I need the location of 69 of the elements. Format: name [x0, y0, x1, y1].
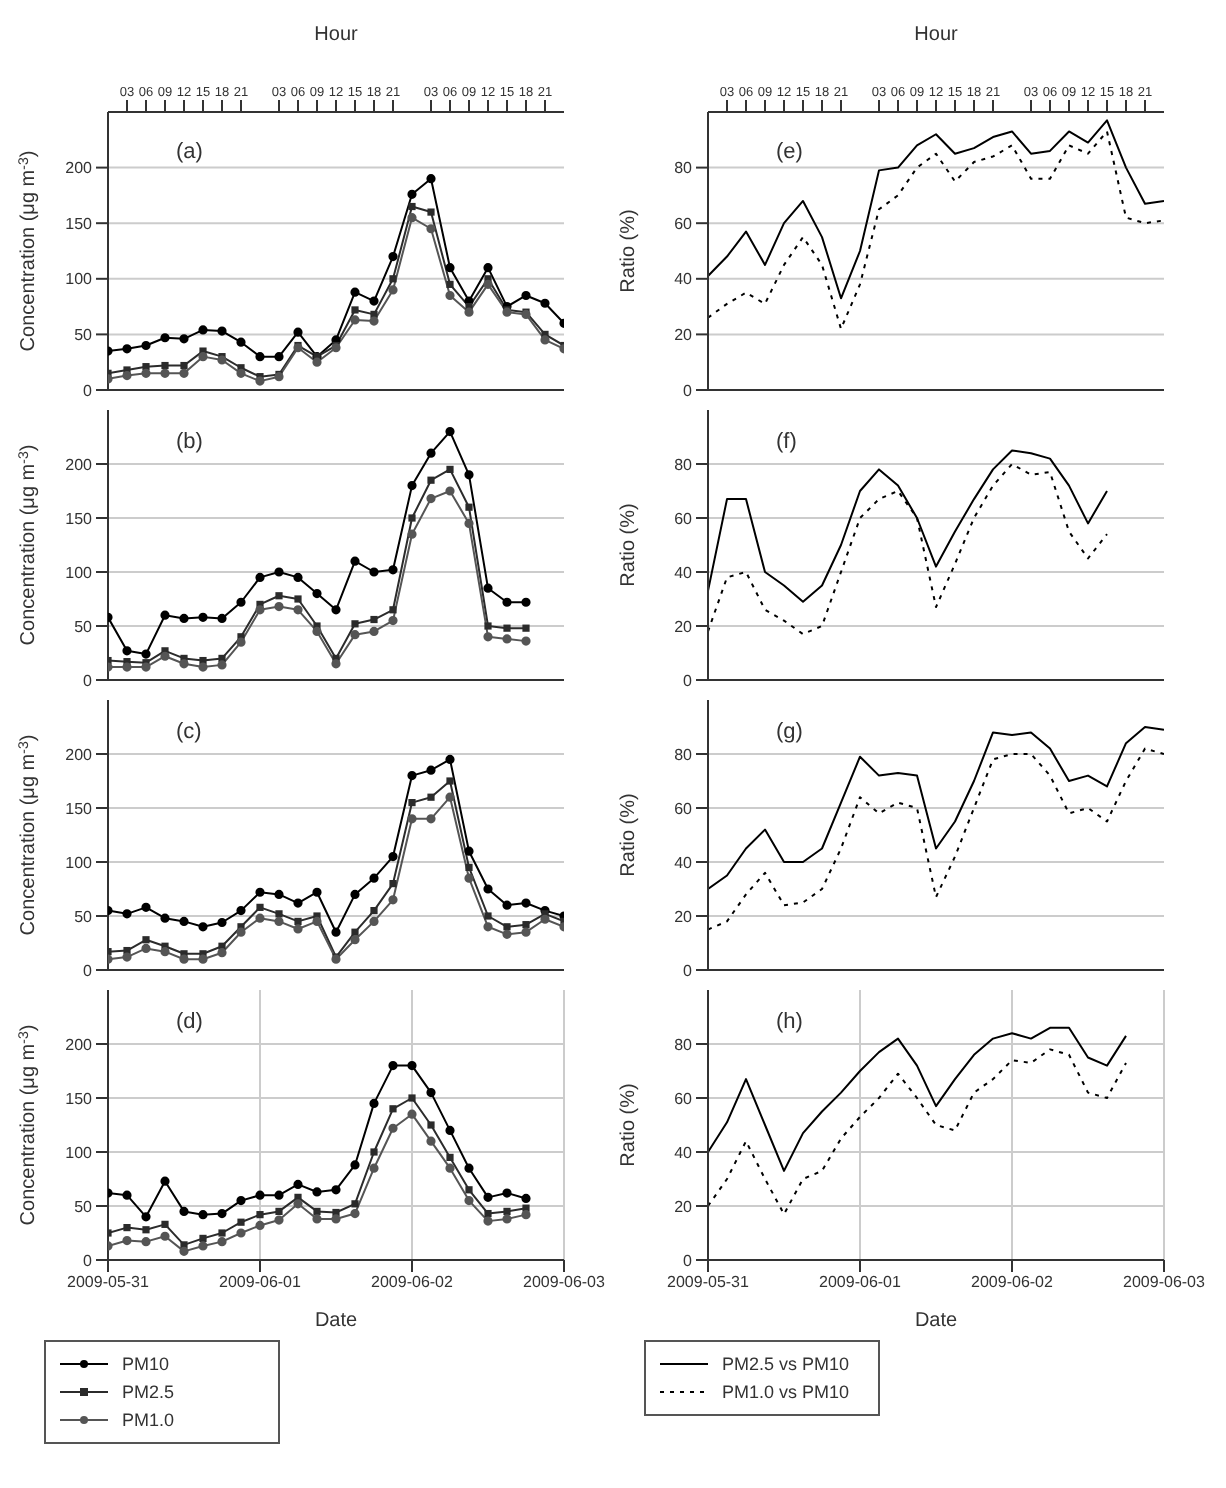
- y-tick-label: 20: [674, 617, 694, 636]
- y-tick-label: 200: [65, 159, 94, 178]
- annotation: (d): [176, 1010, 203, 1034]
- y-tick-label: 150: [65, 509, 94, 528]
- y-tick-label: 60: [674, 214, 694, 233]
- y-tick-label: 0: [683, 961, 694, 980]
- legend-label: PM2.5: [122, 1382, 175, 1402]
- y-tick-label: 150: [65, 799, 94, 818]
- x-tick-label: 2009-06-03: [1123, 1273, 1207, 1292]
- y-tick-label: 80: [674, 745, 694, 764]
- y-tick-label: 0: [683, 671, 694, 690]
- x2-axis-title: Hour: [914, 24, 959, 47]
- y-tick-label: 150: [65, 214, 94, 233]
- annotation: (f): [776, 430, 797, 454]
- y-tick-label: 20: [674, 907, 694, 926]
- x-tick-label: 2009-05-31: [67, 1273, 151, 1292]
- y-tick-label: 20: [674, 326, 694, 345]
- legend-label: PM10: [122, 1354, 170, 1374]
- x-axis-title: Date: [914, 1310, 958, 1332]
- x-tick-label: 2009-06-02: [971, 1273, 1055, 1292]
- annotation: (g): [776, 720, 803, 744]
- y-tick-label: 100: [65, 1143, 94, 1162]
- y-axis-title: Ratio (%): [618, 793, 640, 877]
- y-tick-label: 50: [74, 1197, 94, 1216]
- y-tick-label: 200: [65, 1035, 94, 1054]
- y-tick-label: 150: [65, 1089, 94, 1108]
- legend-label: PM2.5 vs PM10: [722, 1354, 850, 1374]
- y-tick-label: 0: [83, 961, 94, 980]
- y-tick-label: 100: [65, 270, 94, 289]
- annotation: (e): [776, 140, 803, 164]
- y-tick-label: 50: [74, 326, 94, 345]
- y-tick-label: 80: [674, 455, 694, 474]
- x-tick-label: 2009-06-01: [219, 1273, 303, 1292]
- y-tick-label: 200: [65, 745, 94, 764]
- annotation: (h): [776, 1010, 803, 1034]
- y-tick-label: 60: [674, 509, 694, 528]
- y-tick-label: 0: [683, 1251, 694, 1270]
- y-tick-label: 40: [674, 270, 694, 289]
- y-axis-title: Ratio (%): [618, 503, 640, 587]
- legend-label: PM1.0 vs PM10: [722, 1382, 850, 1402]
- y-tick-label: 60: [674, 799, 694, 818]
- x-axis-title: Date: [314, 1310, 358, 1332]
- y-tick-label: 80: [674, 1035, 694, 1054]
- x2-axis-title: Hour: [314, 24, 359, 47]
- x-tick-label: 2009-06-02: [371, 1273, 455, 1292]
- y-axis-title: Ratio (%): [618, 209, 640, 293]
- y-tick-label: 100: [65, 563, 94, 582]
- y-tick-label: 20: [674, 1197, 694, 1216]
- y-tick-label: 0: [83, 381, 94, 400]
- y-tick-label: 50: [74, 617, 94, 636]
- annotation: (a): [176, 140, 203, 164]
- x-tick-label: 2009-06-01: [819, 1273, 903, 1292]
- x-tick-label: 2009-06-03: [523, 1273, 607, 1292]
- y-tick-label: 50: [74, 907, 94, 926]
- y-tick-label: 0: [83, 1251, 94, 1270]
- y-tick-label: 40: [674, 1143, 694, 1162]
- annotation: (b): [176, 430, 203, 454]
- y-tick-label: 0: [83, 671, 94, 690]
- y-tick-label: 200: [65, 455, 94, 474]
- y-axis-title: Ratio (%): [618, 1083, 640, 1167]
- y-tick-label: 40: [674, 563, 694, 582]
- y-tick-label: 0: [683, 381, 694, 400]
- x-tick-label: 2009-05-31: [667, 1273, 751, 1292]
- y-tick-label: 40: [674, 853, 694, 872]
- legend-label: PM1.0: [122, 1410, 175, 1430]
- annotation: (c): [176, 720, 202, 744]
- y-tick-label: 60: [674, 1089, 694, 1108]
- y-tick-label: 100: [65, 853, 94, 872]
- y-tick-label: 80: [674, 159, 694, 178]
